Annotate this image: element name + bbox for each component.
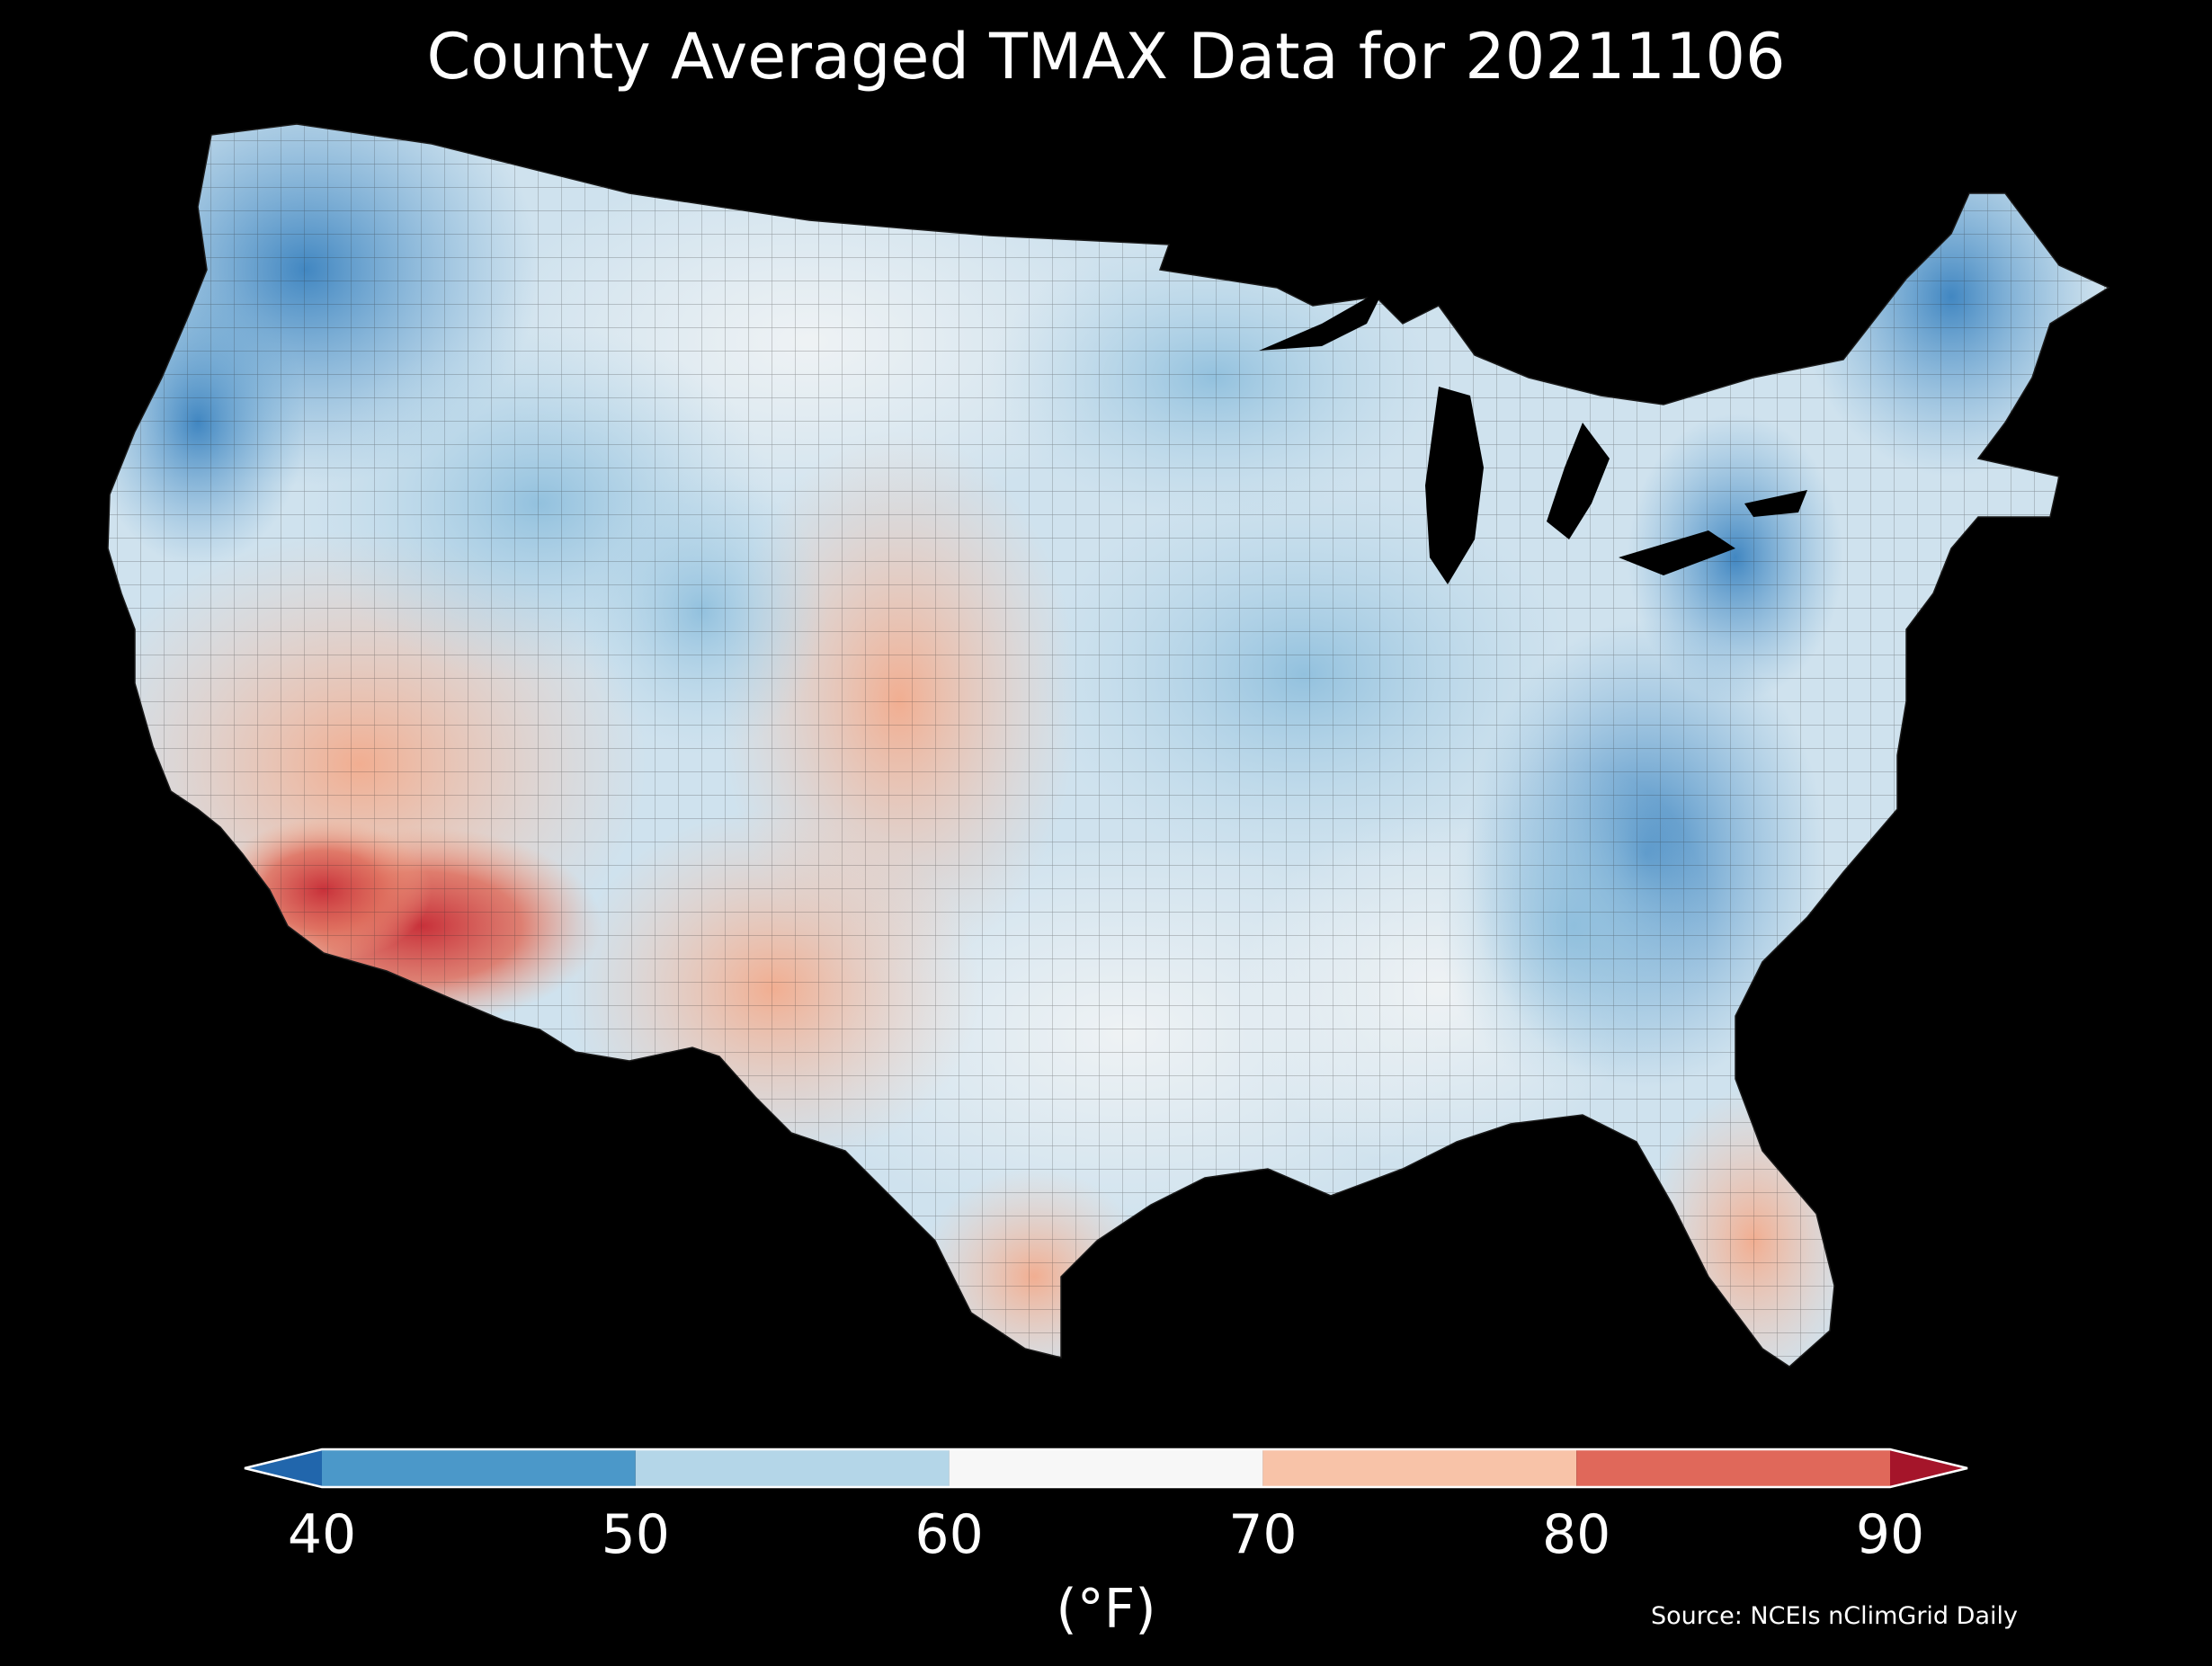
colorbar-tick-70: 70 [1228, 1503, 1298, 1566]
colorbar-bin-40-50 [322, 1449, 636, 1487]
colorbar-bin-70-80 [1262, 1449, 1577, 1487]
colorbar-bins [322, 1449, 1890, 1487]
colorbar-bin-60-70 [949, 1449, 1263, 1487]
map-title: County Averaged TMAX Data for 20211106 [426, 20, 1786, 94]
colorbar-outline [244, 1448, 1968, 1489]
colorbar-tick-50: 50 [601, 1503, 670, 1566]
colorbar-tick-40: 40 [287, 1503, 357, 1566]
colorbar-tick-60: 60 [914, 1503, 984, 1566]
colorbar-bin-80-90 [1576, 1449, 1890, 1487]
colorbar-under-arrow [245, 1449, 322, 1487]
colorbar-tick-80: 80 [1542, 1503, 1611, 1566]
colorbar-bin-50-60 [635, 1449, 950, 1487]
colorbar-tick-90: 90 [1855, 1503, 1925, 1566]
source-credit: Source: NCEIs nClimGrid Daily [1651, 1602, 2018, 1630]
great-lakes [1259, 288, 1807, 584]
colorbar-over-arrow [1890, 1449, 1967, 1487]
colorbar-units-label: (°F) [1056, 1578, 1156, 1641]
